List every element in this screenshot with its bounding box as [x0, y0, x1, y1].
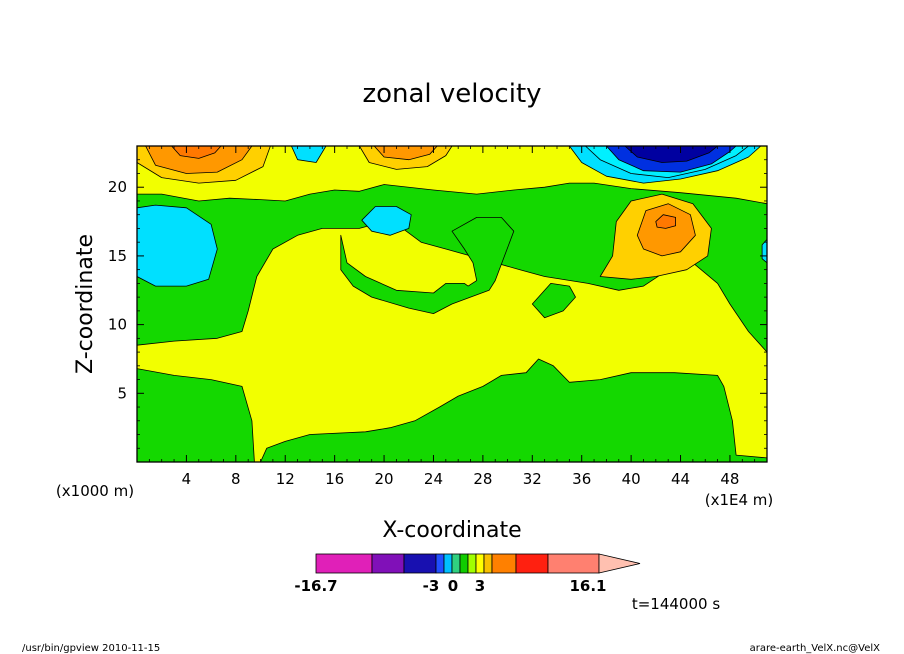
y-tick-label: 10: [108, 316, 127, 334]
y-axis-label: Z-coordinate: [73, 234, 98, 374]
contour-region-21: [655, 214, 676, 229]
colorbar-swatch-1: [371, 553, 405, 574]
footer-right: arare-earth_VelX.nc@VelX: [750, 643, 881, 654]
chart-title: zonal velocity: [362, 79, 541, 109]
colorbar-swatch-10: [491, 553, 517, 574]
plot-frame: [136, 145, 768, 463]
footer-left: /usr/bin/gpview 2010-11-15: [22, 643, 160, 654]
y-tick-label: 20: [108, 178, 127, 196]
contour-region-18: [373, 146, 438, 161]
y-axis: 5 10 15 20: [108, 159, 767, 449]
y-tick-label: 5: [117, 384, 127, 402]
contour-region-15: [145, 146, 253, 174]
x-tick-label: 4: [182, 470, 192, 488]
contour-region-1: [137, 368, 255, 462]
contour-region-4: [531, 282, 576, 319]
x-tick-label: 32: [523, 470, 542, 488]
colorbar-mid-label-2: 0: [448, 577, 458, 595]
colorbar-swatch-11: [515, 553, 549, 574]
x-axis: 4 8 12 16 20 24 28 32 36 40 44 48: [148, 146, 756, 488]
colorbar-max-label: 16.1: [569, 577, 606, 595]
contour-region-5: [260, 358, 767, 462]
contour-region-8: [290, 146, 327, 163]
contour-region-7: [361, 206, 412, 236]
colorbar-swatch-4: [443, 553, 453, 574]
x-tick-label: 40: [622, 470, 641, 488]
colorbar-swatch-5: [451, 553, 461, 574]
colorbar-arrow: [598, 553, 641, 574]
colorbar: [315, 553, 641, 574]
colorbar-mid-label-1: -3: [423, 577, 440, 595]
x-tick-label: 24: [424, 470, 443, 488]
plot-area: [137, 146, 767, 462]
colorbar-swatch-3: [435, 553, 445, 574]
x-tick-label: 12: [276, 470, 295, 488]
x-tick-label: 44: [671, 470, 690, 488]
x-tick-label: 16: [325, 470, 344, 488]
colorbar-swatch-8: [475, 553, 485, 574]
x-unit-label: (x1E4 m): [705, 491, 774, 509]
colorbar-swatch-9: [483, 553, 493, 574]
contour-region-16: [171, 146, 222, 159]
colorbar-swatch-12: [547, 553, 600, 574]
x-tick-label: 28: [473, 470, 492, 488]
contour-region-10: [761, 238, 767, 264]
x-tick-label: 8: [231, 470, 241, 488]
colorbar-mid-label-3: 3: [475, 577, 485, 595]
time-label: t=144000 s: [632, 595, 720, 613]
contour-region-6: [137, 204, 218, 287]
colorbar-swatch-0: [315, 553, 373, 574]
x-tick-label: 20: [375, 470, 394, 488]
colorbar-swatch-7: [467, 553, 477, 574]
contour-region-20: [636, 203, 696, 257]
colorbar-min-label: -16.7: [294, 577, 337, 595]
x-tick-label: 36: [572, 470, 591, 488]
colorbar-swatch-2: [403, 553, 437, 574]
x-axis-label: X-coordinate: [382, 518, 521, 543]
contour-region-3: [340, 216, 515, 315]
colorbar-swatch-6: [459, 553, 469, 574]
contour-region-2: [137, 182, 767, 353]
y-tick-label: 15: [108, 247, 127, 265]
y-unit-label: (x1000 m): [56, 482, 134, 500]
x-tick-label: 48: [720, 470, 739, 488]
contour-region-13: [624, 146, 718, 163]
